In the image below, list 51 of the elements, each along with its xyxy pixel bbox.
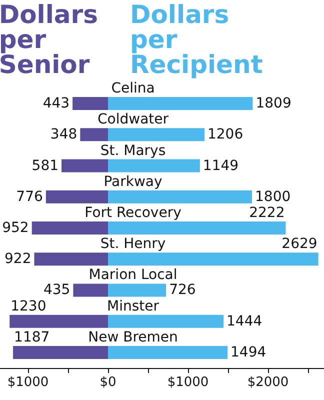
data-label: 922 <box>4 251 32 268</box>
data-label: 435 <box>43 282 70 298</box>
bar <box>80 128 108 142</box>
bar <box>108 252 318 266</box>
bar <box>108 222 286 234</box>
data-label: 1149 <box>202 158 239 174</box>
y-tick-label: Minster <box>107 298 160 314</box>
bar <box>32 222 108 234</box>
y-tick-label: Parkway <box>104 174 162 190</box>
bar <box>13 346 108 359</box>
series-label: Dollars per Recipient <box>130 0 263 79</box>
y-tick-label: New Bremen <box>88 329 178 346</box>
data-label: 1494 <box>230 344 266 360</box>
bar <box>108 97 253 110</box>
x-tick-label: $1000 <box>167 375 209 390</box>
data-label: 776 <box>16 188 43 205</box>
data-label: 348 <box>50 126 78 143</box>
data-label: 443 <box>42 96 70 112</box>
series-label: Dollars per Senior <box>0 0 98 79</box>
data-label: 1444 <box>226 313 262 330</box>
data-label: 1809 <box>256 96 292 112</box>
y-tick-label: St. Marys <box>100 142 166 159</box>
bar <box>108 314 224 328</box>
bar <box>108 159 200 172</box>
data-label: 726 <box>169 282 196 298</box>
data-label: 1187 <box>14 329 50 346</box>
data-label: 952 <box>2 220 29 236</box>
bar <box>72 97 108 110</box>
y-tick-label: St. Henry <box>100 236 166 252</box>
bar <box>108 128 204 142</box>
data-label: 1800 <box>255 188 291 205</box>
bar <box>108 284 166 297</box>
y-tick-label: Coldwater <box>97 112 169 128</box>
bar <box>108 190 252 204</box>
bar <box>62 159 108 172</box>
bar <box>108 346 228 359</box>
y-tick-label: Marion Local <box>88 267 178 284</box>
y-tick-label: Celina <box>111 80 155 97</box>
data-label: 1206 <box>207 126 244 143</box>
bar <box>10 314 108 328</box>
y-tick-label: Fort Recovery <box>84 205 182 221</box>
data-label: 2222 <box>249 205 285 221</box>
x-tick-label: $2000 <box>247 375 289 390</box>
x-tick-label: $0 <box>100 375 116 390</box>
bar <box>46 190 108 204</box>
data-label: 2629 <box>282 236 318 252</box>
x-tick-label: $1000 <box>7 375 49 390</box>
bar <box>73 284 108 297</box>
data-label: 1230 <box>10 298 46 314</box>
bar <box>34 252 108 266</box>
data-label: 581 <box>32 158 59 174</box>
